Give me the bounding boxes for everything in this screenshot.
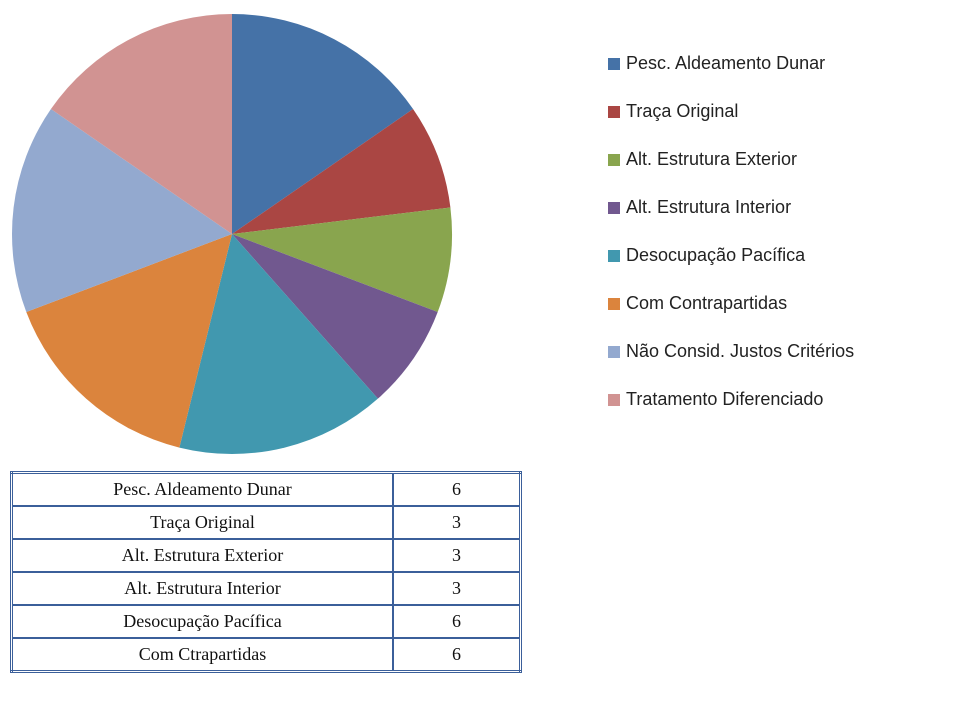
table-label: Traça Original: [10, 505, 394, 540]
pie-slice: [232, 109, 451, 234]
table-value: 6: [392, 471, 522, 507]
legend-label: Tratamento Diferenciado: [626, 389, 823, 409]
legend-swatch: [608, 154, 620, 166]
table-row: Pesc. Aldeamento Dunar 6: [10, 471, 522, 507]
table-row: Com Ctrapartidas 6: [10, 637, 522, 673]
pie-slice: [50, 13, 233, 234]
legend-swatch: [608, 298, 620, 310]
table-value: 3: [392, 538, 522, 573]
legend-label: Com Contrapartidas: [626, 293, 787, 313]
pie-slice: [232, 207, 452, 313]
table-value: 6: [392, 637, 522, 673]
legend-label: Desocupação Pacífica: [626, 245, 806, 265]
table-row: Traça Original 3: [10, 505, 522, 540]
legend-label: Traça Original: [626, 101, 738, 121]
pie-slice: [26, 234, 232, 448]
pie-slice: [179, 234, 378, 454]
legend-swatch: [608, 250, 620, 262]
legend-label: Alt. Estrutura Interior: [626, 197, 791, 217]
legend-swatch: [608, 346, 620, 358]
legend-label: Pesc. Aldeamento Dunar: [626, 53, 825, 73]
legend-label: Não Consid. Justos Critérios: [626, 341, 854, 361]
table-value: 3: [392, 505, 522, 540]
legend-swatch: [608, 58, 620, 70]
pie-slice: [232, 234, 438, 399]
table-label: Com Ctrapartidas: [10, 637, 394, 673]
table-label: Desocupação Pacífica: [10, 604, 394, 639]
table-row: Alt. Estrutura Exterior 3: [10, 538, 522, 573]
table-label: Alt. Estrutura Exterior: [10, 538, 394, 573]
chart: Pesc. Aldeamento Dunar Traça Original Alt.…: [12, 13, 854, 454]
table-row: Desocupação Pacífica 6: [10, 604, 522, 639]
pie-slice: [232, 14, 414, 234]
table-value: 3: [392, 571, 522, 606]
legend-label: Alt. Estrutura Exterior: [626, 149, 797, 169]
legend-swatch: [608, 202, 620, 214]
table-label: Alt. Estrutura Interior: [10, 571, 394, 606]
legend-swatch: [608, 394, 620, 406]
table-row: Alt. Estrutura Interior 3: [10, 571, 522, 606]
data-table: Pesc. Aldeamento Dunar 6 Traça Original 3 Al…: [10, 471, 522, 673]
legend-swatch: [608, 106, 620, 118]
pie-slice: [12, 109, 233, 313]
table-value: 6: [392, 604, 522, 639]
table-label: Pesc. Aldeamento Dunar: [10, 471, 394, 507]
